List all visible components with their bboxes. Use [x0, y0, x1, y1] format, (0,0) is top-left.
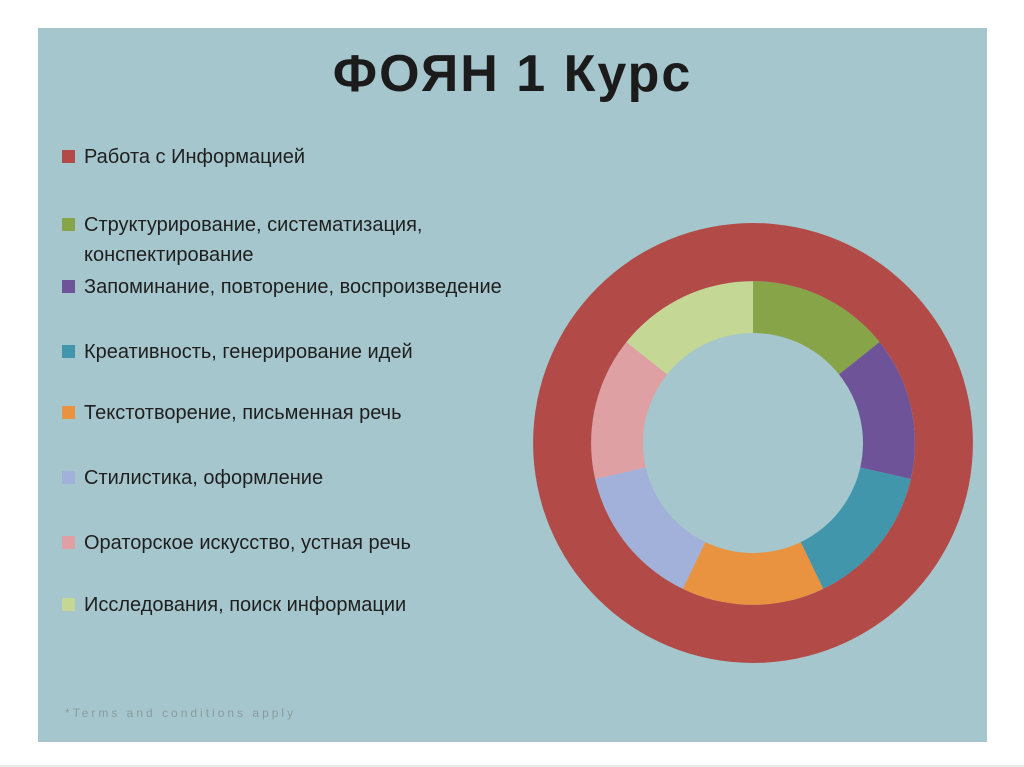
- legend-swatch: [62, 471, 75, 484]
- legend-label: Работа с Информацией: [84, 146, 306, 168]
- legend-label: Креативность, генерирование идей: [84, 341, 413, 363]
- legend-swatch: [62, 150, 75, 163]
- legend-label: Ораторское искусство, устная речь: [84, 532, 411, 554]
- legend-item: Запоминание, повторение, воспроизведение: [62, 272, 562, 302]
- legend-label: Исследования, поиск информации: [84, 594, 407, 616]
- legend-label: Структурирование, систематизация, конспе…: [84, 214, 423, 266]
- legend-swatch: [62, 218, 75, 231]
- legend-item: Исследования, поиск информации: [62, 590, 562, 620]
- legend-item: Ораторское искусство, устная речь: [62, 528, 562, 558]
- legend-swatch: [62, 598, 75, 611]
- legend-swatch: [62, 406, 75, 419]
- legend-label: Текстотворение, письменная речь: [84, 402, 402, 424]
- donut-segment-inner-ring-5: [595, 467, 706, 589]
- legend-swatch: [62, 280, 75, 293]
- donut-segment-outer-ring-0: [533, 223, 753, 663]
- donut-segment-inner-ring-1: [753, 281, 880, 375]
- donut-segment-inner-ring-3: [800, 467, 911, 589]
- legend-item: Креативность, генерирование идей: [62, 337, 562, 367]
- slide-title: ФОЯН 1 Курс: [332, 45, 693, 103]
- legend-item: Стилистика, оформление: [62, 463, 562, 493]
- doughnut-chart: [533, 223, 973, 663]
- legend: Работа с Информацией Структурирование, си…: [38, 28, 558, 742]
- footer-note: *Terms and conditions apply: [65, 706, 297, 720]
- screen-bottom-edge: [0, 765, 1024, 767]
- legend-swatch: [62, 536, 75, 549]
- donut-segment-inner-ring-6: [591, 342, 667, 480]
- slide: ФОЯН 1 Курс Работа с Информацией Структур…: [38, 28, 987, 742]
- donut-segment-inner-ring-4: [682, 542, 824, 605]
- donut-segment-inner-ring-7: [626, 281, 753, 375]
- legend-label: Стилистика, оформление: [84, 467, 324, 489]
- legend-item: Работа с Информацией: [62, 142, 562, 172]
- legend-label: Запоминание, повторение, воспроизведение: [84, 276, 502, 298]
- donut-segment-inner-ring-2: [839, 342, 915, 480]
- donut-segment-outer-ring-0: [753, 223, 973, 663]
- legend-item: Текстотворение, письменная речь: [62, 398, 562, 428]
- legend-item: Структурирование, систематизация, конспе…: [62, 210, 562, 270]
- legend-swatch: [62, 345, 75, 358]
